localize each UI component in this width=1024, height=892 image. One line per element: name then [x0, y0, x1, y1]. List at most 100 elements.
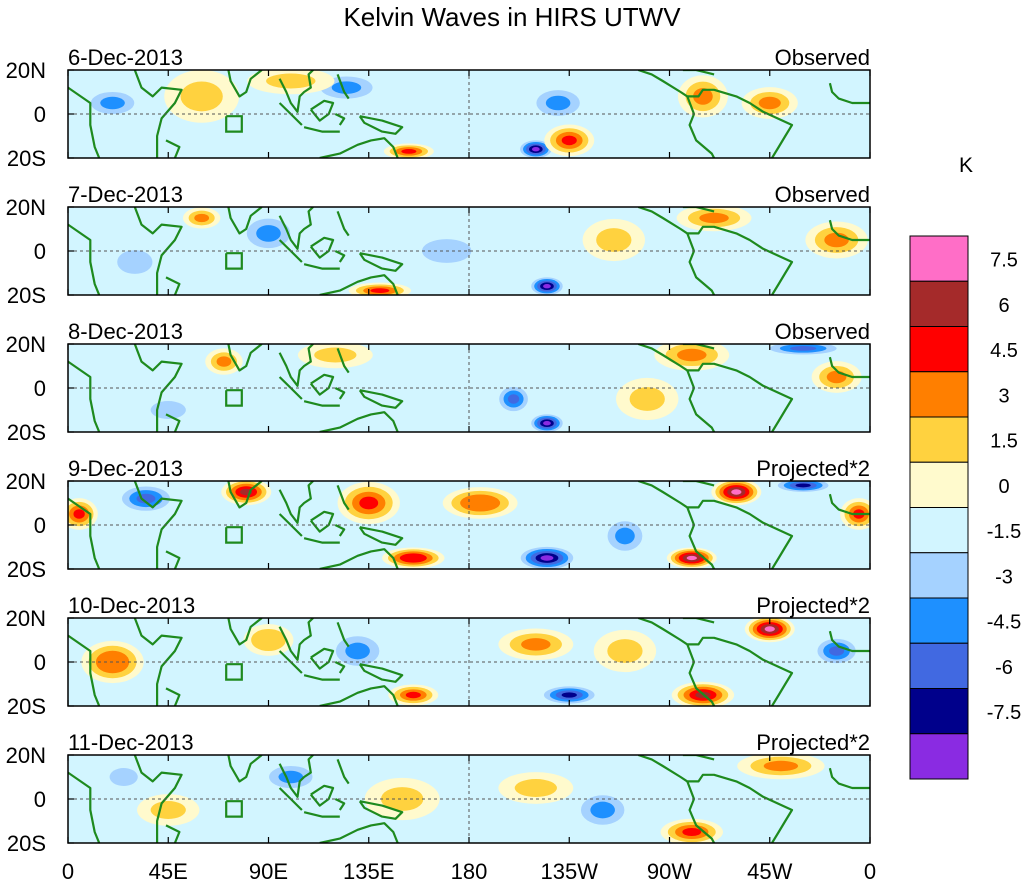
coastline — [303, 811, 340, 818]
region-box — [225, 800, 243, 818]
region-box — [225, 663, 243, 681]
colorbar-label: -3 — [995, 566, 1013, 588]
coastline — [334, 524, 346, 537]
coastline — [133, 207, 183, 295]
contour-feature-9 — [331, 81, 362, 94]
coastline — [682, 481, 715, 487]
coastline — [682, 207, 715, 213]
coastline — [309, 647, 335, 670]
contour-feature-3 — [401, 149, 417, 154]
colorbar-swatch — [909, 733, 969, 780]
contour-feature-11 — [615, 527, 635, 545]
coastline — [682, 618, 715, 624]
coastline — [319, 411, 399, 432]
coastline — [686, 507, 716, 569]
colorbar-swatch — [909, 326, 969, 373]
coastline — [309, 510, 335, 533]
contour-feature-8 — [73, 509, 85, 519]
x-tick-label: 135E — [343, 859, 394, 884]
contour-feature-8 — [100, 96, 125, 110]
panel-6: 20N 0 20S 11-Dec-2013 Projected*2 — [6, 730, 871, 856]
colorbar-label: 1.5 — [990, 431, 1018, 453]
coastline — [336, 74, 350, 100]
contour-feature-1 — [543, 284, 551, 289]
coastline — [165, 687, 181, 706]
x-tick-label: 180 — [451, 859, 488, 884]
coastline — [336, 759, 350, 785]
x-tick-label: 45E — [149, 859, 188, 884]
contour-feature-6 — [596, 228, 632, 252]
coastline — [637, 481, 794, 569]
panel-label: Projected*2 — [756, 593, 870, 618]
coastline — [309, 236, 335, 259]
coastline — [278, 70, 314, 113]
region-box — [225, 115, 243, 133]
coastline — [227, 207, 263, 235]
colorbar-label: -7.5 — [987, 702, 1021, 724]
y-tick-label: 0 — [34, 239, 46, 264]
coastline — [358, 526, 404, 546]
coastline — [686, 644, 716, 706]
coastline — [686, 370, 716, 432]
coastline — [227, 618, 263, 646]
coastline — [637, 70, 794, 158]
coastline — [319, 685, 399, 706]
coastline — [828, 356, 870, 379]
contour-feature-7 — [180, 81, 223, 112]
coastline — [336, 485, 350, 511]
panel-1: 20N 0 20S 6-Dec-2013 Observed — [6, 45, 871, 171]
coastline — [68, 86, 101, 158]
y-tick-label: 20S — [7, 831, 46, 856]
contour-feature-6 — [789, 346, 817, 351]
coastline — [68, 223, 101, 295]
y-tick-label: 20S — [7, 694, 46, 719]
contour-feature-7 — [314, 347, 357, 363]
contour-feature-6 — [758, 96, 781, 110]
coastline — [682, 70, 715, 76]
contour-feature-3 — [514, 779, 557, 797]
coastline — [334, 661, 346, 674]
y-tick-label: 0 — [34, 376, 46, 401]
panel-date: 8-Dec-2013 — [68, 319, 183, 344]
x-tick-label: 0 — [864, 859, 876, 884]
coastline — [686, 233, 716, 295]
y-tick-label: 20S — [7, 557, 46, 582]
contour-feature-1 — [531, 147, 540, 152]
colorbar-label: 7.5 — [990, 250, 1018, 272]
coastline — [165, 824, 181, 843]
panel-label: Observed — [775, 319, 870, 344]
coastline — [303, 537, 340, 544]
coastline — [319, 548, 399, 569]
contour-feature-2 — [507, 394, 520, 404]
panel-date: 7-Dec-2013 — [68, 182, 183, 207]
colorbar-swatch — [909, 642, 969, 689]
coastline — [828, 630, 870, 653]
coastline — [637, 755, 794, 843]
panel-label: Observed — [775, 182, 870, 207]
coastline — [637, 618, 794, 706]
contour-feature-7 — [345, 642, 370, 660]
contour-feature-2 — [763, 760, 799, 772]
coastline — [278, 481, 314, 524]
contour-feature-8 — [109, 768, 138, 786]
contour-feature-5 — [405, 691, 421, 699]
contour-feature-4 — [150, 801, 186, 819]
contour-feature-5 — [677, 348, 707, 362]
coastline — [334, 387, 346, 400]
y-tick-label: 0 — [34, 787, 46, 812]
coastline — [358, 389, 404, 409]
coastline — [303, 263, 340, 270]
panel-label: Observed — [775, 45, 870, 70]
coastline — [358, 115, 404, 135]
colorbar-label: 0 — [998, 476, 1009, 498]
contour-feature-10 — [607, 639, 643, 663]
coastline — [278, 618, 314, 661]
colorbar-swatch — [909, 507, 969, 554]
colorbar-label: 3 — [998, 385, 1009, 407]
coastline — [334, 798, 346, 811]
coastline — [686, 96, 716, 158]
contour-feature-4 — [521, 638, 551, 651]
y-tick-label: 0 — [34, 513, 46, 538]
coastline — [227, 755, 263, 783]
